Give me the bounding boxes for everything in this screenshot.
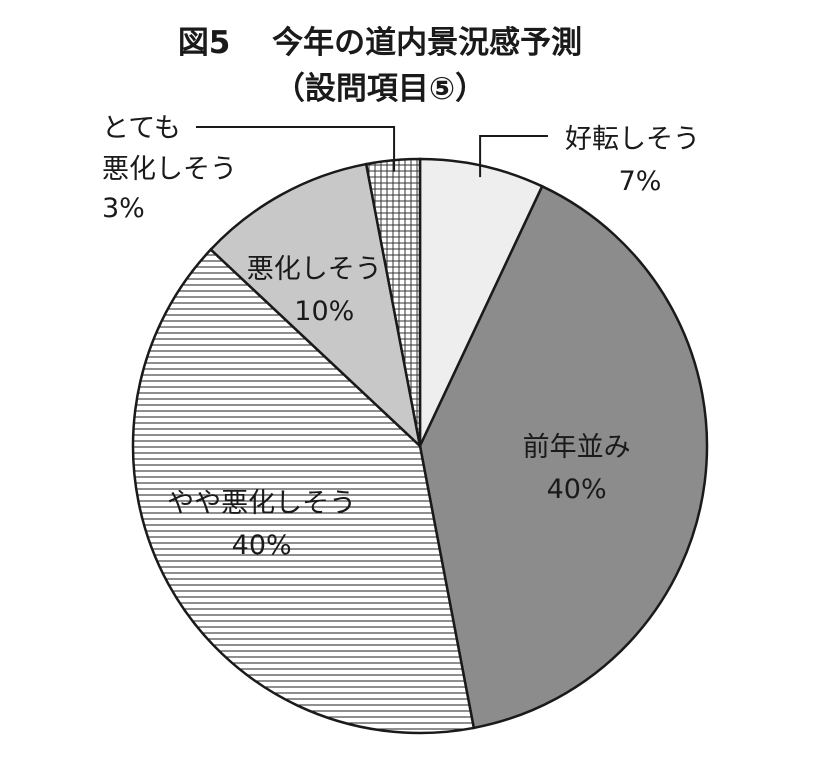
pie-slice-2 <box>418 184 709 730</box>
pie-slice-4 <box>209 162 422 450</box>
chart-subtitle: （設問項目⑤） <box>273 71 487 107</box>
slice-value-5: 3% <box>102 193 145 224</box>
pie-slice-3 <box>131 247 476 735</box>
slice-label-5-line2: 悪化しそう <box>102 154 237 185</box>
leader-line-1 <box>479 135 548 178</box>
slice-value-2: 40% <box>547 474 607 505</box>
pie-slice-5 <box>364 157 422 447</box>
chart-title: 図5 今年の道内景況感予測 <box>177 25 583 61</box>
slice-label-3: やや悪化しそう <box>167 488 356 519</box>
slice-value-4: 10% <box>294 296 354 327</box>
leader-line-5 <box>196 126 396 172</box>
pie-slice-1 <box>418 157 544 447</box>
slice-label-2: 前年並み <box>523 432 631 463</box>
slice-label-5-line1: とても <box>102 113 181 144</box>
slice-label-4: 悪化しそう <box>247 254 382 285</box>
slice-label-1: 好転しそう <box>565 124 700 155</box>
slice-value-1: 7% <box>619 166 662 197</box>
slice-value-3: 40% <box>232 530 292 561</box>
